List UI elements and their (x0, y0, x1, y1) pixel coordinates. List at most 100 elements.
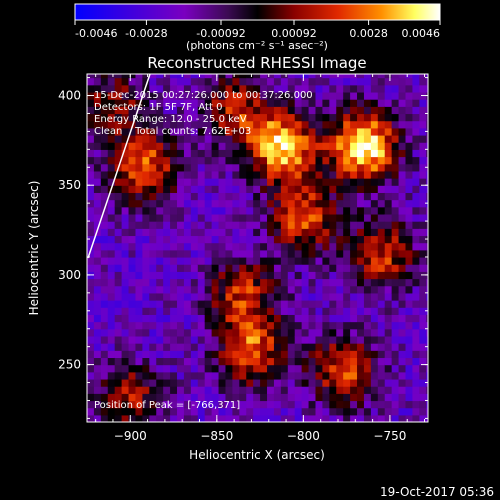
heatmap-cell (426, 156, 428, 165)
heatmap-cell (107, 292, 116, 301)
heatmap-cell (343, 221, 351, 229)
heatmap-cell (246, 292, 254, 301)
heatmap-cell (142, 307, 150, 315)
heatmap-cell (107, 242, 116, 251)
heatmap-cell (377, 213, 386, 222)
heatmap-cell (329, 386, 337, 394)
heatmap-cell (405, 213, 414, 222)
heatmap-cell (287, 113, 296, 122)
heatmap-cell (225, 178, 234, 186)
heatmap-cell (107, 414, 116, 422)
heatmap-cell (87, 221, 95, 229)
heatmap-cell (128, 106, 137, 115)
heatmap-cell (204, 242, 213, 251)
heatmap-cell (218, 99, 227, 107)
heatmap-cell (183, 206, 192, 215)
heatmap-cell (135, 84, 143, 93)
heatmap-cell (350, 371, 358, 380)
heatmap-cell (93, 127, 102, 136)
heatmap-cell (107, 343, 116, 351)
colorbar-tick-label: 0.0028 (349, 27, 388, 40)
heatmap-cell (218, 393, 227, 402)
heatmap-cell (149, 213, 157, 222)
heatmap-cell (142, 242, 150, 251)
heatmap-cell (253, 213, 261, 222)
heatmap-cell (315, 256, 324, 265)
heatmap-cell (363, 407, 372, 416)
heatmap-cell (239, 343, 247, 351)
heatmap-cell (253, 285, 261, 294)
heatmap-cell (405, 106, 414, 115)
heatmap-cell (177, 99, 185, 107)
heatmap-cell (280, 393, 289, 402)
heatmap-cell (149, 393, 157, 402)
heatmap-cell (135, 249, 143, 258)
heatmap-cell (232, 206, 240, 215)
heatmap-cell (294, 170, 303, 179)
heatmap-cell (384, 357, 393, 366)
heatmap-cell (163, 206, 171, 215)
heatmap-cell (225, 407, 234, 416)
heatmap-cell (315, 350, 324, 359)
heatmap-cell (190, 178, 199, 186)
heatmap-cell (398, 371, 407, 380)
heatmap-cell (121, 149, 130, 158)
heatmap-cell (391, 357, 400, 366)
heatmap-cell (177, 278, 185, 287)
heatmap-cell (107, 285, 116, 294)
heatmap-cell (336, 192, 344, 201)
heatmap-cell (322, 292, 330, 301)
heatmap-cell (267, 256, 275, 265)
heatmap-cell (412, 292, 420, 301)
heatmap-cell (294, 393, 303, 402)
heatmap-cell (391, 113, 400, 122)
heatmap-cell (100, 393, 109, 402)
heatmap-cell (253, 206, 261, 215)
heatmap-cell (225, 134, 234, 143)
heatmap-cell (398, 285, 407, 294)
heatmap-cell (419, 199, 427, 208)
heatmap-cell (260, 393, 268, 402)
heatmap-cell (114, 378, 123, 387)
heatmap-cell (218, 228, 227, 237)
heatmap-cell (350, 77, 358, 86)
heatmap-cell (280, 328, 289, 337)
heatmap-cell (377, 335, 386, 344)
heatmap-cell (218, 350, 227, 359)
heatmap-cell (177, 264, 185, 272)
heatmap-cell (350, 414, 358, 422)
heatmap-cell (163, 134, 171, 143)
heatmap-cell (239, 285, 247, 294)
heatmap-cell (267, 321, 275, 330)
heatmap-cell (419, 99, 427, 107)
heatmap-cell (128, 149, 137, 158)
heatmap-cell (384, 77, 393, 86)
heatmap-cell (211, 127, 220, 136)
heatmap-cell (246, 127, 254, 136)
heatmap-cell (301, 242, 310, 251)
heatmap-cell (370, 74, 379, 79)
heatmap-cell (412, 414, 420, 422)
heatmap-cell (87, 364, 95, 373)
heatmap-cell (156, 393, 164, 402)
heatmap-cell (405, 321, 414, 330)
heatmap-cell (114, 407, 123, 416)
heatmap-cell (322, 178, 330, 186)
heatmap-cell (93, 178, 102, 186)
heatmap-cell (398, 120, 407, 129)
heatmap-cell (419, 134, 427, 143)
heatmap-cell (211, 91, 220, 100)
heatmap-cell (315, 271, 324, 280)
heatmap-cell (273, 77, 282, 86)
heatmap-cell (218, 271, 227, 280)
heatmap-cell (135, 170, 143, 179)
heatmap-cell (107, 264, 116, 272)
heatmap-cell (308, 149, 317, 158)
heatmap-cell (336, 242, 344, 251)
heatmap-cell (114, 292, 123, 301)
heatmap-cell (211, 228, 220, 237)
heatmap-cell (315, 113, 324, 122)
heatmap-cell (156, 199, 164, 208)
heatmap-cell (190, 292, 199, 301)
heatmap-cell (225, 314, 234, 323)
